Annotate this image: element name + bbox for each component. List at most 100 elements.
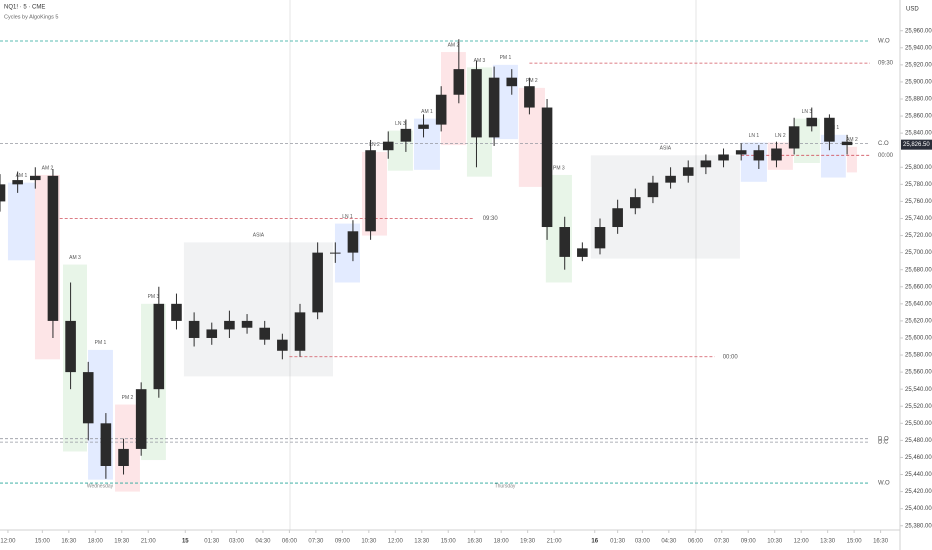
- x-tick-label: 18:00: [88, 539, 104, 545]
- x-tick-label: 04:30: [255, 539, 271, 545]
- candle-body: [277, 339, 288, 351]
- y-tick-label: 25,460.00: [905, 455, 932, 461]
- x-tick-label: 04:30: [661, 539, 677, 545]
- candle-body: [418, 124, 429, 129]
- candle-body: [400, 128, 412, 142]
- x-tick-label: 07:30: [714, 539, 730, 545]
- candle-body: [312, 252, 323, 313]
- y-tick-label: 25,480.00: [905, 438, 932, 444]
- candle-body: [118, 448, 129, 466]
- session-box: [590, 155, 740, 259]
- session-label: ASIA: [660, 146, 672, 152]
- session-label: AM 2: [846, 137, 858, 143]
- y-tick-label: 25,880.00: [905, 97, 932, 103]
- candle-body: [12, 180, 23, 185]
- y-tick-label: 25,540.00: [905, 387, 932, 393]
- x-tick-label: 15:00: [35, 539, 51, 545]
- y-tick-label: 25,940.00: [905, 45, 932, 51]
- x-tick-label: 12:00: [388, 539, 404, 545]
- y-tick-label: 25,380.00: [905, 523, 932, 529]
- y-tick-label: 25,600.00: [905, 336, 932, 342]
- x-tick-label: 07:30: [308, 539, 324, 545]
- session-box: [183, 242, 333, 377]
- y-tick-label: 25,700.00: [905, 250, 932, 256]
- x-tick-label: 09:00: [741, 539, 757, 545]
- x-tick-label: 13:30: [414, 539, 430, 545]
- x-tick-label: 19:30: [114, 539, 130, 545]
- session-label: PM 2: [526, 78, 538, 84]
- y-tick-label: 25,520.00: [905, 404, 932, 410]
- session-label: AM 1: [421, 109, 433, 115]
- candle-body: [630, 197, 641, 209]
- candle-body: [488, 77, 500, 138]
- x-tick-label: 18:00: [494, 539, 510, 545]
- x-tick-label: 16:30: [467, 539, 483, 545]
- session-label: AM 2: [42, 165, 54, 171]
- candle-body: [577, 248, 588, 257]
- candle-body: [330, 252, 341, 254]
- y-tick-label: 25,740.00: [905, 216, 932, 222]
- x-tick-label: 16:30: [873, 539, 889, 545]
- candle-body: [135, 389, 147, 449]
- indicator: Cycles by AlgoKings 5: [4, 14, 58, 20]
- candle-body: [294, 312, 306, 351]
- candle-body: [153, 303, 165, 390]
- session-label: AM 1: [16, 173, 28, 179]
- y-tick-label: 25,900.00: [905, 80, 932, 86]
- x-tick-label: 15:00: [441, 539, 457, 545]
- last-price-tag: [901, 139, 932, 150]
- session-label: ASIA: [253, 233, 265, 239]
- y-tick-label: 25,440.00: [905, 472, 932, 478]
- x-tick-label: 16: [591, 539, 598, 545]
- candle-body: [559, 227, 570, 257]
- candle-body: [453, 69, 465, 95]
- session-label: AM 3: [474, 58, 486, 64]
- x-tick-label: 03:00: [635, 539, 651, 545]
- x-tick-label: 06:00: [688, 539, 704, 545]
- candle-body: [753, 150, 765, 161]
- x-tick-label: 09:00: [335, 539, 351, 545]
- y-tick-label: 25,860.00: [905, 114, 932, 120]
- session-label: AM 2: [448, 42, 460, 48]
- candle-body: [65, 320, 76, 373]
- candle-body: [788, 126, 800, 149]
- day-label: Wednesday: [87, 483, 114, 489]
- session-label: PM 3: [148, 294, 160, 300]
- candle-body: [241, 320, 253, 328]
- session-box: [820, 134, 846, 178]
- y-tick-label: 25,760.00: [905, 199, 932, 205]
- level-label: 09:30: [878, 61, 894, 67]
- level-label: C.O: [878, 141, 889, 147]
- y-tick-label: 25,720.00: [905, 233, 932, 239]
- session-label: PM 3: [553, 165, 565, 171]
- session-box: [7, 182, 35, 261]
- candle-body: [700, 160, 712, 168]
- session-label: AM 3: [69, 255, 81, 261]
- candle-body: [0, 184, 6, 202]
- candle-body: [382, 141, 394, 151]
- x-tick-label: 19:30: [520, 539, 536, 545]
- x-tick-label: 03:00: [229, 539, 245, 545]
- candle-body: [259, 327, 270, 340]
- x-tick-label: 15: [182, 539, 189, 545]
- x-tick-label: 21:00: [141, 539, 157, 545]
- candle-body: [206, 329, 218, 338]
- x-tick-label: 10:30: [767, 539, 783, 545]
- level-label: W.O: [878, 39, 890, 45]
- candle-body: [365, 150, 376, 232]
- session-label: LN 2: [369, 142, 380, 148]
- level-label: D.C: [878, 440, 889, 446]
- x-tick-label: 12:00: [0, 539, 16, 545]
- session-box: [740, 142, 767, 182]
- candle-body: [47, 175, 59, 321]
- x-tick-label: 10:30: [361, 539, 377, 545]
- candle-body: [771, 148, 782, 161]
- y-tick-label: 25,660.00: [905, 284, 932, 290]
- last-price-label: 25,826.50: [903, 142, 930, 148]
- y-tick-label: 25,420.00: [905, 489, 932, 495]
- candle-body: [718, 154, 729, 161]
- session-box: [846, 146, 857, 173]
- x-tick-label: 01:30: [204, 539, 220, 545]
